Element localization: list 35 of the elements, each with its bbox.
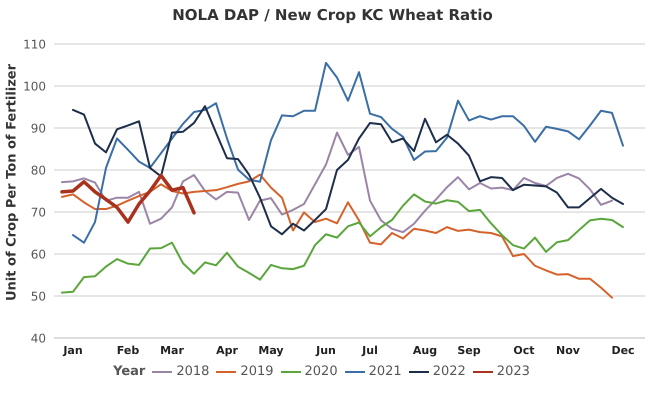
y-tick-label: 110 xyxy=(23,37,46,52)
x-tick-label: Oct xyxy=(513,344,535,357)
line-series xyxy=(61,193,624,294)
x-tick-label: Apr xyxy=(216,344,238,357)
x-tick-label: Aug xyxy=(412,344,438,357)
line-series xyxy=(72,105,624,236)
legend-label: 2020 xyxy=(304,364,338,379)
x-tick-label: Jun xyxy=(315,344,336,357)
line-series xyxy=(60,174,196,224)
chart-title: NOLA DAP / New Crop KC Wheat Ratio xyxy=(171,6,494,24)
x-tick-label: Jan xyxy=(62,344,83,357)
x-tick-label: Jul xyxy=(361,344,378,357)
line-series xyxy=(72,62,624,244)
y-tick-label: 40 xyxy=(30,331,46,346)
legend-label: 2018 xyxy=(176,364,210,379)
y-tick-label: 50 xyxy=(30,289,46,304)
x-tick-label: Mar xyxy=(160,344,184,357)
y-tick-label: 70 xyxy=(30,205,46,220)
line-series xyxy=(61,132,613,234)
legend-title: Year xyxy=(113,364,146,379)
x-tick-label: Nov xyxy=(556,344,581,357)
y-tick-label: 100 xyxy=(23,79,46,94)
y-tick-label: 60 xyxy=(30,247,46,262)
x-tick-label: May xyxy=(258,344,284,357)
x-tick-label: Feb xyxy=(116,344,140,357)
y-tick-label: 90 xyxy=(30,121,46,136)
legend-label: 2023 xyxy=(496,364,530,379)
line-series xyxy=(61,174,613,299)
legend-label: 2019 xyxy=(240,364,274,379)
x-tick-label: Sep xyxy=(457,344,481,357)
legend-label: 2021 xyxy=(368,364,402,379)
y-axis-title: Unit of Crop Per Ton of Fertilizer xyxy=(4,63,20,301)
x-tick-label: Dec xyxy=(611,344,635,357)
y-tick-label: 80 xyxy=(30,163,46,178)
legend-label: 2022 xyxy=(432,364,466,379)
